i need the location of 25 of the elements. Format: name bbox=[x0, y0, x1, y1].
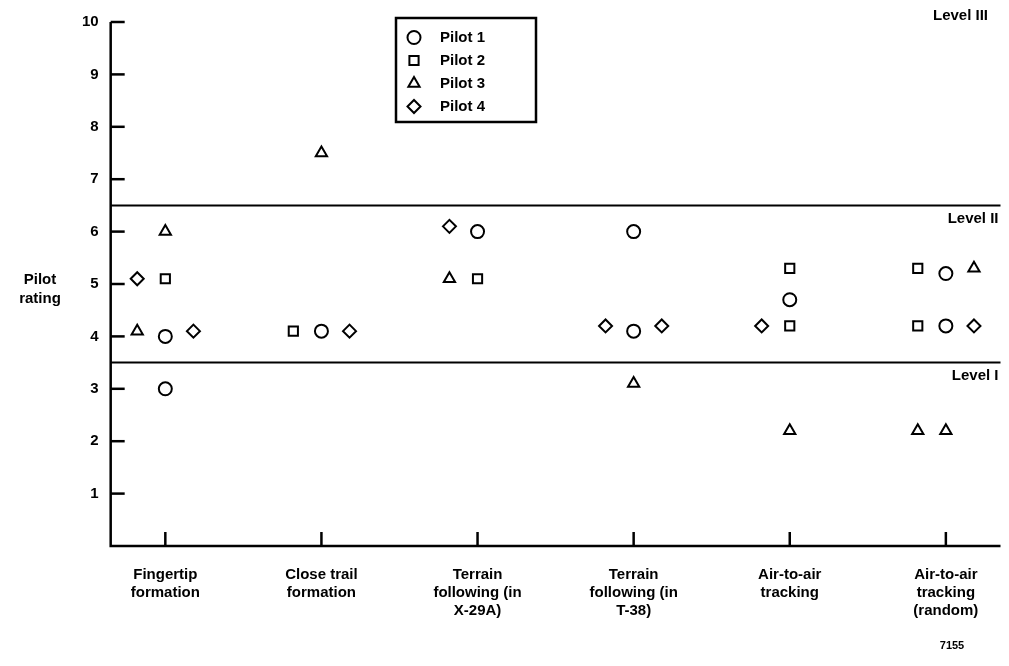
y-tick-label: 1 bbox=[90, 483, 99, 501]
x-tick-label: Terrain following (in X-29A) bbox=[433, 565, 522, 619]
y-tick-label: 7 bbox=[90, 169, 99, 187]
legend-label: Pilot 3 bbox=[440, 73, 486, 91]
y-tick-label: 9 bbox=[90, 64, 99, 82]
legend-label: Pilot 4 bbox=[440, 96, 486, 114]
y-tick-label: 3 bbox=[90, 378, 99, 396]
y-tick-label: 10 bbox=[82, 12, 99, 30]
y-tick-label: 2 bbox=[90, 431, 99, 449]
y-tick-label: 4 bbox=[90, 326, 100, 344]
x-tick-label: Fingertip formation bbox=[130, 565, 200, 601]
x-tick-label: Air-to-air tracking (random) bbox=[913, 565, 979, 619]
y-tick-label: 8 bbox=[90, 116, 99, 134]
x-tick-label: Terrain following (in T-38) bbox=[589, 565, 678, 619]
text: 7155 bbox=[939, 638, 965, 651]
y-tick-label: 5 bbox=[90, 274, 99, 292]
ref-line-label: Level I bbox=[951, 366, 999, 384]
legend-label: Pilot 2 bbox=[440, 50, 486, 68]
y-axis-title: Pilot rating bbox=[19, 269, 61, 306]
annotation: Level III bbox=[932, 5, 988, 23]
y-tick-label: 6 bbox=[90, 221, 99, 239]
x-tick-label: Air-to-air tracking bbox=[758, 565, 822, 601]
x-tick-label: Close trail formation bbox=[285, 565, 358, 601]
ref-line-label: Level II bbox=[947, 209, 999, 227]
legend-label: Pilot 1 bbox=[440, 27, 486, 45]
